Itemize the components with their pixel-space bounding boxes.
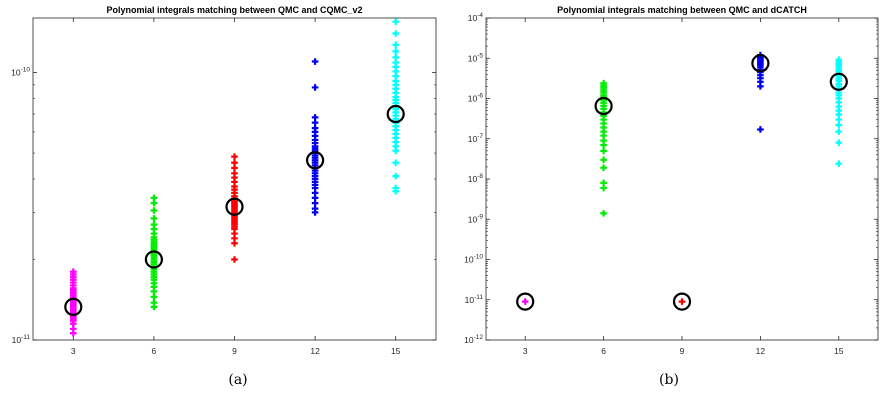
data-point — [231, 153, 238, 160]
data-point — [392, 172, 399, 180]
x-tick-label: 12 — [310, 346, 320, 356]
y-tick-label: 10-11 — [465, 294, 484, 305]
y-tick-base: 10 — [11, 68, 21, 78]
x-tick-label: 9 — [232, 346, 237, 356]
x-tick-label: 3 — [523, 346, 528, 356]
x-tick-label: 9 — [680, 346, 685, 356]
y-tick-label: 10-4 — [468, 12, 484, 23]
mean-marker — [225, 197, 244, 216]
y-tick-exponent: -12 — [474, 334, 484, 341]
data-point — [835, 128, 843, 135]
data-point — [521, 298, 529, 305]
y-tick-label: 10-12 — [464, 334, 483, 345]
data-point — [392, 159, 399, 167]
x-tick-label: 15 — [391, 346, 401, 356]
data-point — [600, 156, 607, 164]
data-point — [231, 256, 238, 263]
x-tick-label: 6 — [152, 346, 157, 356]
mean-marker — [516, 292, 535, 311]
y-tick-label: 10-6 — [468, 93, 484, 104]
y-tick-label: 10-9 — [468, 213, 484, 224]
y-tick-exponent: -5 — [477, 52, 483, 59]
y-tick-base: 10 — [468, 53, 478, 63]
chart-panel-a: Polynomial integrals matching between QM… — [11, 5, 437, 388]
data-point — [150, 215, 158, 222]
y-tick-exponent: -8 — [477, 173, 483, 180]
y-tick-exponent: -10 — [21, 67, 31, 74]
chart-title: Polynomial integrals matching between QM… — [557, 5, 807, 15]
y-tick-base: 10 — [468, 94, 478, 104]
x-tick-label: 15 — [834, 346, 844, 356]
data-point — [70, 268, 77, 276]
data-point — [311, 84, 319, 91]
y-tick-label: 10-11 — [12, 334, 31, 345]
mean-marker — [64, 297, 83, 316]
y-tick-base: 10 — [468, 134, 478, 144]
data-point — [311, 114, 319, 121]
data-point — [757, 126, 764, 133]
data-point — [150, 221, 158, 228]
y-tick-base: 10 — [468, 214, 478, 224]
data-point — [835, 139, 843, 146]
y-tick-exponent: -11 — [474, 294, 483, 301]
y-tick-label: 10-10 — [11, 67, 30, 78]
mean-marker — [672, 292, 692, 311]
data-point — [678, 298, 686, 305]
data-point — [150, 207, 158, 214]
y-tick-label: 10-8 — [468, 173, 484, 184]
data-point — [392, 184, 399, 192]
x-tick-label: 6 — [601, 346, 606, 356]
data-point — [600, 79, 607, 87]
y-tick-label: 10-5 — [468, 52, 484, 63]
x-tick-label: 3 — [71, 346, 76, 356]
data-point — [600, 147, 607, 155]
y-tick-exponent: -6 — [477, 93, 483, 100]
data-point — [835, 160, 843, 167]
y-tick-exponent: -7 — [477, 133, 483, 140]
x-tick-label: 12 — [756, 346, 766, 356]
y-tick-exponent: -10 — [474, 254, 484, 261]
panel-caption: (b) — [659, 372, 679, 388]
chart-panel-b: Polynomial integrals matching between QM… — [464, 5, 879, 388]
data-point — [835, 56, 843, 64]
y-tick-base: 10 — [12, 335, 22, 345]
mean-marker — [594, 96, 613, 116]
y-tick-base: 10 — [465, 295, 475, 305]
data-point — [311, 58, 319, 65]
data-point — [392, 30, 399, 37]
y-tick-exponent: -4 — [477, 12, 483, 19]
y-tick-base: 10 — [468, 174, 478, 184]
data-point — [150, 194, 158, 202]
y-tick-exponent: -11 — [21, 334, 30, 341]
data-point — [392, 54, 399, 61]
mean-marker — [386, 104, 405, 124]
data-point — [392, 41, 399, 49]
data-point — [600, 164, 607, 172]
y-tick-label: 10-10 — [464, 254, 483, 265]
y-tick-exponent: -9 — [477, 213, 483, 220]
mean-marker — [751, 54, 770, 73]
data-point — [231, 159, 238, 167]
data-point — [150, 299, 158, 306]
y-tick-base: 10 — [468, 13, 478, 23]
y-tick-label: 10-7 — [468, 133, 484, 144]
data-point — [600, 179, 607, 187]
mean-marker — [144, 250, 163, 269]
y-tick-base: 10 — [464, 255, 474, 265]
chart-title: Polynomial integrals matching between QM… — [106, 5, 362, 15]
y-tick-base: 10 — [464, 335, 474, 345]
data-point — [392, 48, 399, 55]
mean-marker — [306, 151, 325, 170]
data-point — [600, 210, 607, 217]
panel-caption: (a) — [228, 372, 247, 388]
axes-frame — [485, 17, 879, 341]
data-point — [392, 18, 399, 25]
mean-marker — [829, 72, 848, 91]
